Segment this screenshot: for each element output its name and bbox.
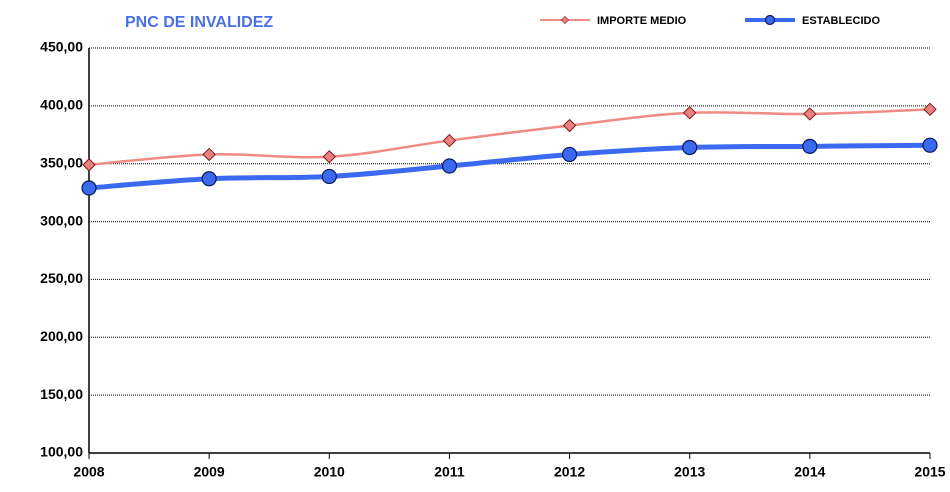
data-point (682, 139, 698, 156)
data-point (442, 133, 457, 148)
legend-marker (560, 15, 570, 25)
y-tick-label: 350,00 (40, 154, 83, 170)
series-line (88, 142, 931, 191)
x-tick-label: 2010 (314, 464, 345, 480)
data-point (802, 138, 818, 154)
data-point (683, 106, 697, 120)
x-tick-label: 2015 (914, 464, 945, 480)
data-point (81, 180, 97, 196)
data-point (322, 150, 336, 164)
data-point (321, 168, 337, 185)
y-tick-label: 200,00 (40, 328, 83, 344)
data-point (441, 158, 458, 174)
data-point (202, 147, 216, 162)
x-tick-label: 2011 (434, 464, 465, 480)
x-tick-label: 2013 (674, 464, 705, 480)
y-tick-label: 250,00 (40, 270, 83, 286)
y-tick-label: 150,00 (40, 386, 83, 402)
series-line (88, 108, 931, 167)
data-point (803, 107, 817, 121)
legend-label: ESTABLECIDO (802, 15, 880, 27)
y-tick-label: 400,00 (40, 97, 83, 113)
legend-label: IMPORTE MEDIO (597, 15, 687, 27)
y-tick-label: 300,00 (40, 212, 83, 228)
data-point (922, 137, 938, 153)
x-tick-label: 2008 (73, 464, 104, 480)
chart-title: PNC DE INVALIDEZ (125, 14, 273, 31)
data-point (562, 118, 577, 133)
legend-marker (764, 14, 776, 26)
x-tick-label: 2012 (554, 464, 585, 480)
data-point (923, 102, 937, 117)
data-point (561, 146, 578, 163)
data-point (201, 171, 217, 187)
x-tick-label: 2014 (794, 464, 825, 480)
x-tick-label: 2009 (194, 464, 225, 480)
data-point (82, 158, 96, 172)
y-tick-label: 450,00 (40, 39, 83, 55)
y-tick-label: 100,00 (40, 444, 83, 460)
